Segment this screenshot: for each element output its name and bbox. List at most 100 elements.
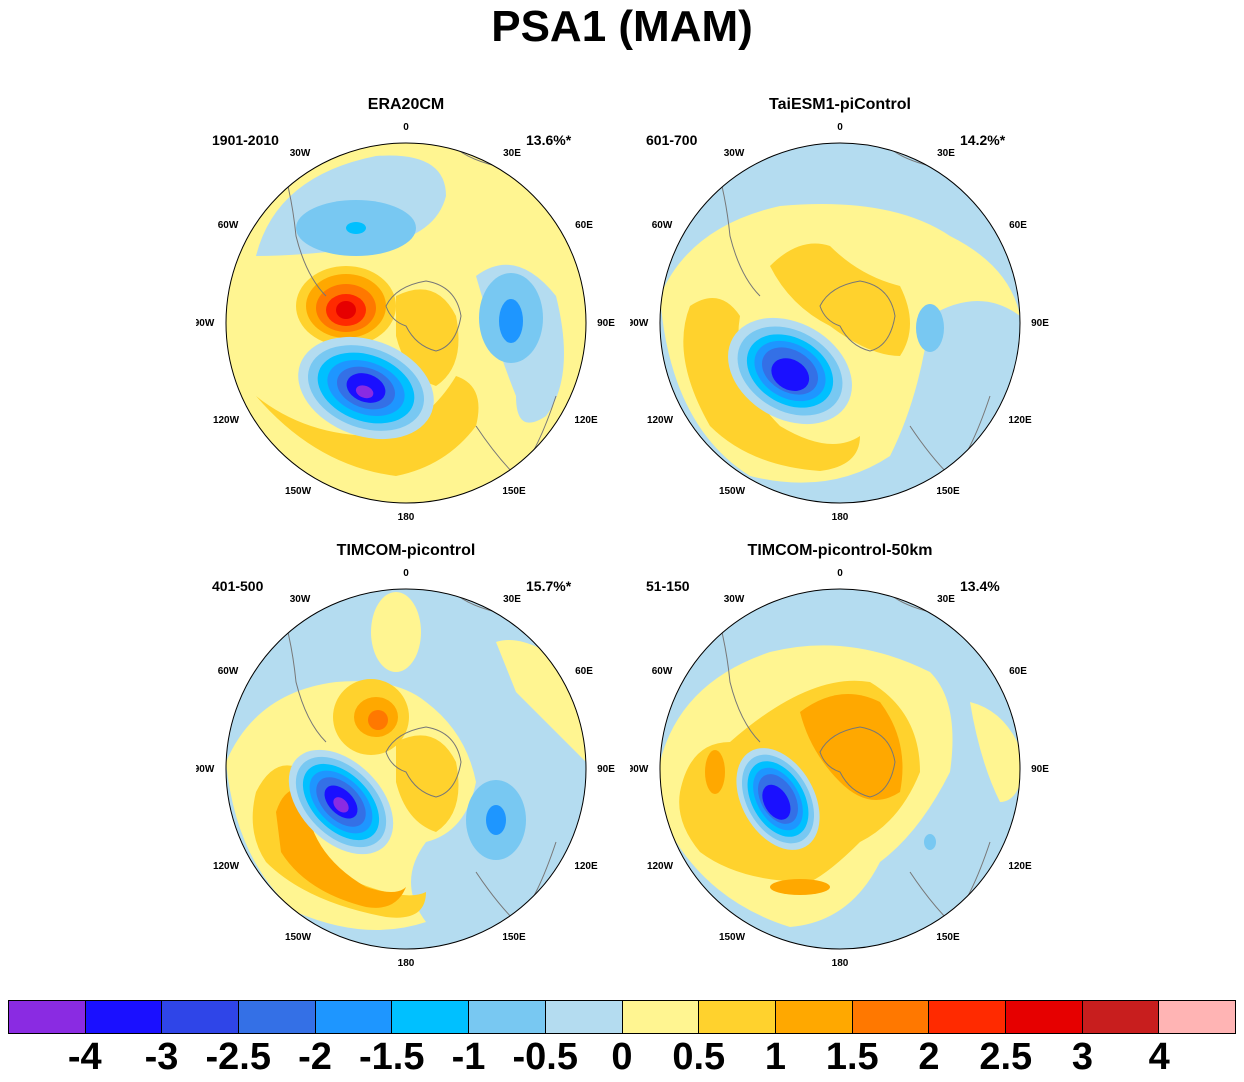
colorbar-swatch (314, 1000, 392, 1034)
longitude-label: 180 (398, 512, 415, 523)
panel-title: TIMCOM-picontrol-50km (747, 542, 933, 559)
map-panel-taiesm1: TaiESM1-piControl 601-700 14.2%* 0 30E 60E… (630, 96, 1070, 536)
colorbar-swatch (468, 1000, 545, 1034)
polar-map: 0 30E 60E 90E 120E 150E 180 150W 120W 90W 60W 30W (196, 122, 615, 523)
variance-label: 15.7%* (526, 578, 572, 594)
longitude-label: 150E (502, 932, 526, 943)
longitude-label: 90W (630, 764, 649, 775)
longitude-label: 0 (403, 568, 409, 579)
panel-title: ERA20CM (367, 96, 445, 113)
longitude-label: 90W (630, 318, 649, 329)
period-label: 51-150 (646, 578, 690, 594)
colorbar-label: 4 (1148, 1036, 1170, 1078)
main-title: PSA1 (MAM) (491, 2, 753, 51)
variance-label: 14.2%* (960, 132, 1006, 148)
longitude-label: 30E (937, 594, 955, 605)
longitude-label: 60W (218, 220, 239, 231)
colorbar (8, 1000, 1236, 1034)
longitude-label: 60W (652, 666, 673, 677)
colorbar-label: -1.5 (359, 1036, 425, 1078)
longitude-label: 30W (290, 148, 311, 159)
map-panel-timcom-50km: TIMCOM-picontrol-50km 51-150 13.4% 0 30E 6… (630, 542, 1070, 982)
colorbar-swatch (928, 1000, 1005, 1034)
longitude-label: 90E (597, 318, 615, 329)
map-panel-era20cm: ERA20CM 1901-2010 13.6%* (196, 96, 636, 536)
longitude-label: 90E (1031, 764, 1049, 775)
colorbar-label: 0 (611, 1036, 633, 1078)
colorbar-label: -2 (298, 1036, 332, 1078)
longitude-label: 150E (502, 486, 526, 497)
longitude-label: 90E (1031, 318, 1049, 329)
longitude-label: 120W (213, 861, 240, 872)
polar-map: 0 30E 60E 90E 120E 150E 180 150W 120W 90W 60W 30W (196, 568, 615, 969)
longitude-label: 60E (575, 220, 593, 231)
colorbar-label: 3 (1071, 1036, 1094, 1078)
colorbar-label: -0.5 (512, 1036, 578, 1078)
longitude-label: 180 (832, 512, 849, 523)
longitude-label: 120W (647, 415, 674, 426)
longitude-label: 150E (936, 486, 960, 497)
longitude-label: 30W (290, 594, 311, 605)
longitude-label: 180 (832, 958, 849, 969)
longitude-label: 120E (574, 415, 598, 426)
longitude-label: 150W (719, 486, 746, 497)
colorbar-label: 1 (764, 1036, 787, 1078)
colorbar-swatch (238, 1000, 315, 1034)
longitude-label: 30E (503, 594, 521, 605)
longitude-label: 60E (575, 666, 593, 677)
longitude-label: 0 (837, 122, 843, 133)
longitude-label: 30W (724, 594, 745, 605)
colorbar-label: 2 (918, 1036, 940, 1078)
longitude-label: 0 (837, 568, 843, 579)
longitude-label: 120E (574, 861, 598, 872)
panel-title: TIMCOM-picontrol (336, 542, 476, 559)
longitude-label: 60E (1009, 666, 1027, 677)
longitude-label: 90E (597, 764, 615, 775)
longitude-label: 150W (285, 486, 312, 497)
longitude-label: 60E (1009, 220, 1027, 231)
colorbar-swatch (161, 1000, 239, 1034)
longitude-label: 60W (652, 220, 673, 231)
colorbar-label: 0.5 (672, 1036, 726, 1078)
longitude-label: 30E (937, 148, 955, 159)
longitude-label: 150W (285, 932, 312, 943)
longitude-label: 120E (1008, 415, 1032, 426)
longitude-label: 120W (213, 415, 240, 426)
longitude-label: 0 (403, 122, 409, 133)
colorbar-swatch (1004, 1000, 1082, 1034)
longitude-label: 150E (936, 932, 960, 943)
longitude-label: 150W (719, 932, 746, 943)
colorbar-swatch (774, 1000, 852, 1034)
period-label: 401-500 (212, 578, 264, 594)
colorbar-swatch (8, 1000, 85, 1034)
colorbar-swatch (698, 1000, 775, 1034)
longitude-label: 90W (196, 764, 215, 775)
colorbar-swatch (544, 1000, 622, 1034)
colorbar-swatch (621, 1000, 699, 1034)
colorbar-label: -2.5 (205, 1036, 271, 1078)
colorbar-swatch (391, 1000, 469, 1034)
colorbar-label: -3 (144, 1036, 179, 1078)
panel-title: TaiESM1-piControl (769, 96, 911, 113)
colorbar-swatch (84, 1000, 162, 1034)
variance-label: 13.4% (960, 578, 1000, 594)
longitude-label: 60W (218, 666, 239, 677)
longitude-label: 30E (503, 148, 521, 159)
variance-label: 13.6%* (526, 132, 572, 148)
longitude-label: 120E (1008, 861, 1032, 872)
colorbar-swatch (851, 1000, 929, 1034)
colorbar-swatch (1081, 1000, 1159, 1034)
polar-map: 0 30E 60E 90E 120E 150E 180 150W 120W 90W 60W 30W (630, 568, 1049, 969)
colorbar-label: 1.5 (825, 1036, 879, 1078)
colorbar-label: 2.5 (979, 1036, 1033, 1078)
longitude-label: 30W (724, 148, 745, 159)
period-label: 601-700 (646, 132, 698, 148)
colorbar-label: -4 (67, 1036, 102, 1078)
period-label: 1901-2010 (212, 132, 279, 148)
longitude-label: 180 (398, 958, 415, 969)
map-panel-timcom: TIMCOM-picontrol 401-500 15.7%* (196, 542, 636, 982)
colorbar-labels: -4 -3 -2.5 -2 -1.5 -1 -0.5 0 0.5 1 1.5 2 2.5 3 4 (0, 1036, 1244, 1082)
polar-map: 0 30E 60E 90E 120E 150E 180 150W 120W 90W 60W 30W (630, 122, 1049, 523)
longitude-label: 90W (196, 318, 215, 329)
colorbar-swatch (1158, 1000, 1236, 1034)
